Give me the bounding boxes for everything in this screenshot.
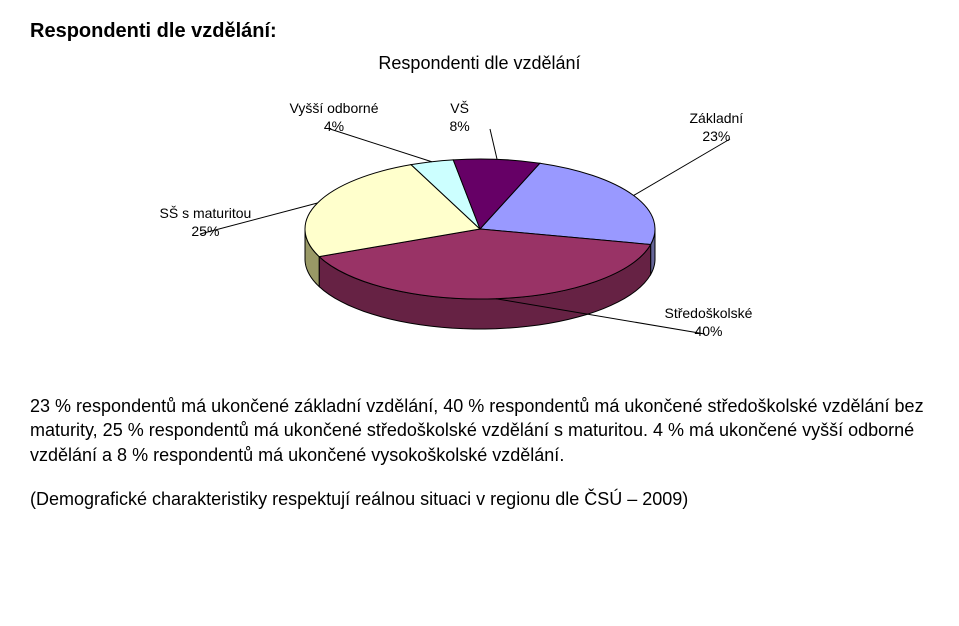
slice-label: Základní23% (690, 109, 744, 145)
body-paragraph: 23 % respondentů má ukončené základní vz… (30, 394, 929, 467)
footnote: (Demografické charakteristiky respektují… (30, 489, 929, 510)
slice-label: Vyšší odborné4% (290, 99, 379, 135)
chart-title: Respondenti dle vzdělání (30, 53, 929, 74)
section-title: Respondenti dle vzdělání: (30, 20, 929, 43)
slice-label: VŠ8% (450, 99, 470, 135)
slice-label: Středoškolské40% (665, 304, 753, 340)
pie-chart: Základní23% Středoškolské40% SŠ s maturito… (130, 89, 830, 369)
slice-label: SŠ s maturitou25% (160, 204, 252, 240)
